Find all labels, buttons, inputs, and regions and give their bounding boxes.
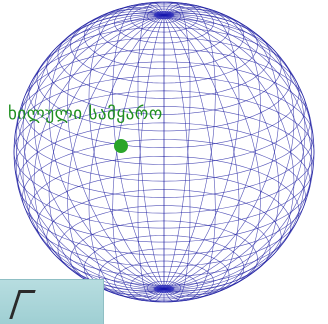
meridian-line xyxy=(163,3,216,290)
parallel-line xyxy=(98,248,230,303)
parallel-line xyxy=(22,48,306,165)
meridian-line xyxy=(137,2,165,290)
observable-universe-point xyxy=(114,139,128,153)
meridian-line xyxy=(48,9,165,290)
sphere-outline xyxy=(13,1,315,303)
meridian-line xyxy=(163,2,191,290)
thumbnail-glyph-icon xyxy=(9,290,36,319)
meridian-line xyxy=(13,14,165,290)
parallel-line xyxy=(46,189,282,286)
north-pole-cluster xyxy=(154,11,174,19)
parallel-line xyxy=(114,2,214,44)
parallel-line xyxy=(70,6,258,84)
meridian-line xyxy=(163,14,191,302)
parallel-line xyxy=(146,8,182,24)
point-label: ხილული სამყარო xyxy=(8,104,163,124)
meridian-line xyxy=(163,14,216,301)
parallel-line xyxy=(28,155,300,267)
meridian-line xyxy=(163,9,280,290)
parallel-line xyxy=(13,90,315,214)
south-pole-cluster xyxy=(154,285,174,293)
parallel-line xyxy=(36,26,292,132)
meridian-line xyxy=(137,14,165,302)
parallel-line xyxy=(28,37,300,148)
sphere-wireframe xyxy=(13,1,315,303)
parallel-line xyxy=(130,271,198,300)
parallel-line xyxy=(83,3,245,69)
parallel-line xyxy=(22,139,306,256)
meridian-line xyxy=(112,14,165,301)
sphere-poles xyxy=(154,11,174,293)
thumbnail-panel xyxy=(0,279,104,324)
meridian-line xyxy=(163,14,280,295)
parallel-line xyxy=(14,75,314,198)
parallel-line xyxy=(17,61,311,182)
parallel-line xyxy=(14,106,314,229)
meridian-line xyxy=(48,14,165,295)
parallel-line xyxy=(114,260,214,302)
parallel-line xyxy=(130,4,198,33)
parallel-line xyxy=(36,172,292,277)
parallel-line xyxy=(17,122,311,243)
meridian-line xyxy=(163,14,315,290)
